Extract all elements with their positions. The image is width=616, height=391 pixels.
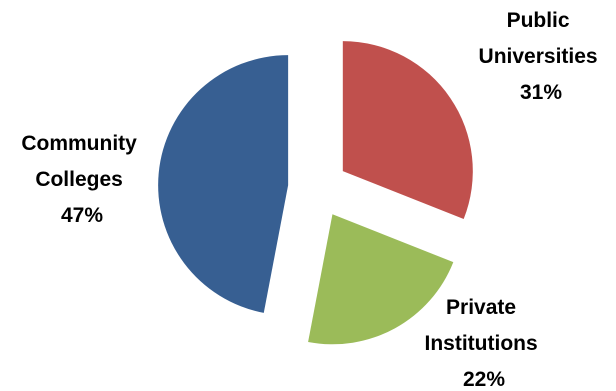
label-line: Private — [446, 296, 516, 319]
label-community-colleges: Community Colleges 47% — [21, 132, 142, 227]
slice-private-institutions — [308, 214, 454, 345]
label-percent: 47% — [61, 204, 103, 227]
slice-community-colleges — [158, 55, 289, 313]
label-line: Institutions — [425, 332, 538, 355]
slices-layer — [158, 41, 473, 345]
label-private-institutions: Private Institutions 22% — [425, 296, 544, 391]
label-line: Community — [21, 132, 137, 155]
label-line: Colleges — [35, 168, 123, 191]
label-percent: 22% — [463, 368, 505, 391]
label-line: Public — [507, 9, 570, 32]
label-percent: 31% — [520, 81, 562, 104]
labels-layer: Public Universities 31% Private Institut… — [21, 9, 604, 391]
label-line: Universities — [479, 45, 598, 68]
slice-public-universities — [342, 41, 473, 219]
label-public-universities: Public Universities 31% — [479, 9, 604, 104]
